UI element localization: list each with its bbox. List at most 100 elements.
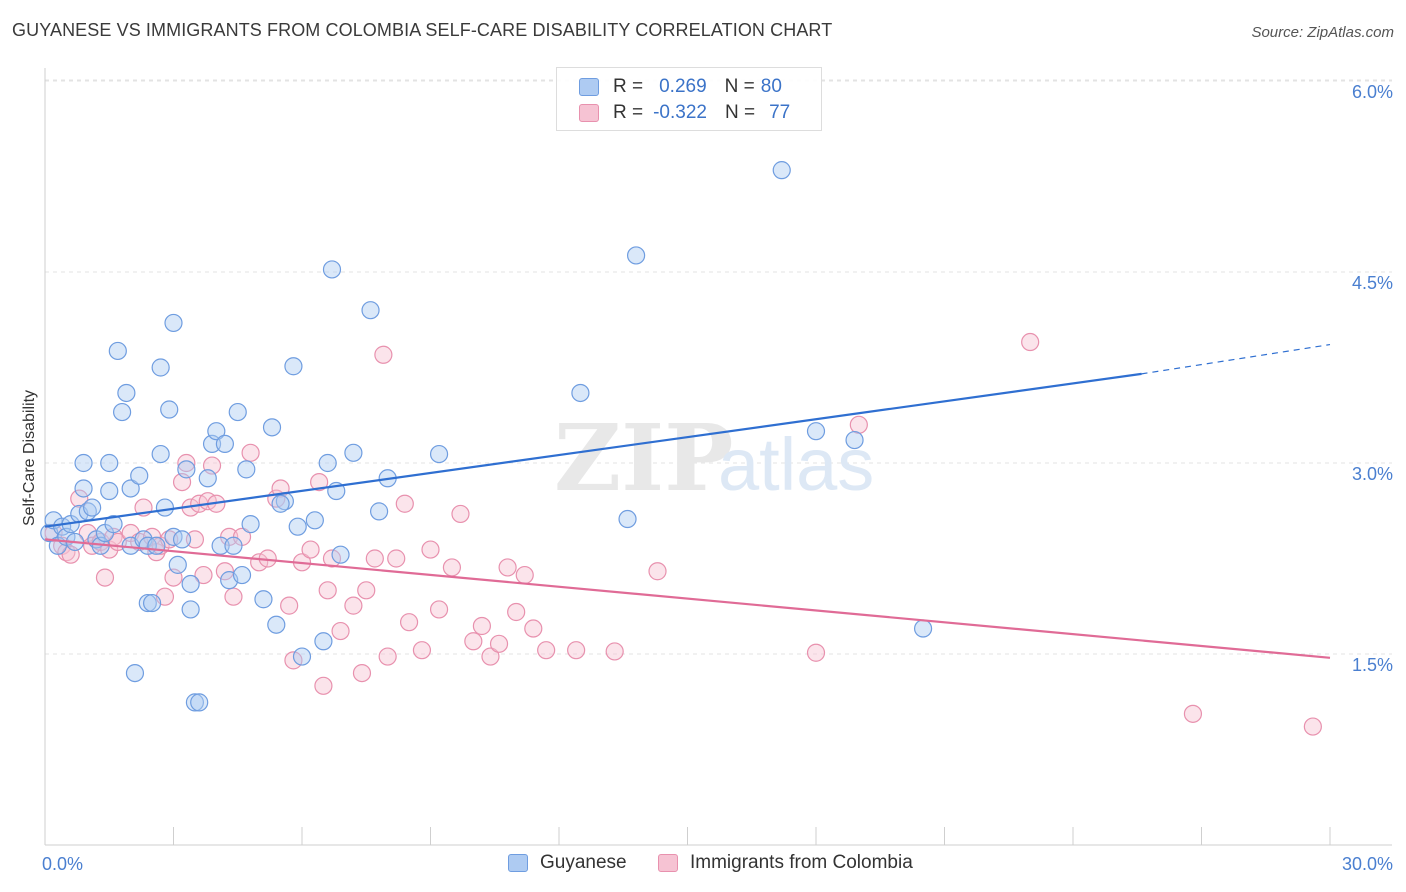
colombia-point bbox=[507, 602, 526, 622]
legend-row-guyanese: R = 0.269 N = 80 bbox=[579, 75, 782, 99]
guyanese-point bbox=[370, 502, 389, 521]
colombia-point bbox=[498, 558, 517, 577]
colombia-point bbox=[412, 641, 432, 660]
guyanese-point bbox=[224, 536, 243, 555]
guyanese-point bbox=[254, 590, 273, 609]
guyanese-point bbox=[237, 460, 256, 479]
guyanese-point bbox=[100, 481, 119, 501]
colombia-point bbox=[1303, 717, 1322, 736]
watermark-zip: ZIP bbox=[554, 404, 733, 512]
colombia-point bbox=[567, 641, 586, 660]
guyanese-point bbox=[211, 536, 230, 555]
guyanese-point bbox=[207, 422, 226, 441]
guyanese-point bbox=[74, 479, 93, 498]
colombia-point bbox=[357, 581, 376, 600]
chart-title: GUYANESE VS IMMIGRANTS FROM COLOMBIA SEL… bbox=[12, 20, 833, 40]
guyanese-point bbox=[185, 693, 205, 712]
colombia-point bbox=[421, 540, 440, 559]
bottom-legend-colombia: Immigrants from Colombia bbox=[658, 852, 913, 874]
guyanese-point bbox=[104, 515, 123, 534]
colombia-point bbox=[224, 587, 243, 606]
guyanese-point bbox=[772, 161, 791, 180]
guyanese-point bbox=[83, 498, 102, 517]
guyanese-point bbox=[262, 418, 282, 437]
guyanese-point bbox=[241, 515, 260, 534]
colombia-point bbox=[365, 549, 384, 568]
guyanese-point bbox=[322, 260, 342, 279]
colombia-point bbox=[378, 647, 397, 666]
y-axis-label: Self-Care Disability bbox=[21, 390, 38, 526]
guyanese-point bbox=[215, 434, 234, 453]
colombia-point bbox=[648, 562, 667, 581]
guyanese-point bbox=[271, 494, 290, 513]
stats-legend: R = 0.269 N = 80 R = -0.322 N = 77 bbox=[556, 67, 822, 131]
colombia-point bbox=[442, 558, 462, 577]
colombia-point bbox=[429, 600, 449, 619]
guyanese-point bbox=[100, 453, 119, 473]
guyanese-point bbox=[228, 402, 247, 422]
guyanese-point bbox=[331, 545, 350, 564]
guyanese-point bbox=[151, 444, 170, 464]
guyanese-point bbox=[121, 479, 140, 498]
guyanese-point bbox=[618, 509, 637, 529]
guyanese-point bbox=[318, 453, 337, 473]
colombia-point bbox=[1183, 704, 1203, 723]
colombia-point bbox=[489, 634, 509, 653]
colombia-point bbox=[524, 619, 543, 638]
guyanese-point bbox=[168, 555, 187, 574]
axes bbox=[44, 68, 1392, 846]
colombia-point bbox=[451, 504, 470, 524]
legend-r-value: 0.269 bbox=[659, 76, 707, 97]
guyanese-point bbox=[305, 511, 324, 530]
tick-labels: 1.5% 3.0% 4.5% 6.0% 0.0% 30.0% bbox=[42, 82, 1393, 874]
guyanese-point bbox=[292, 647, 312, 666]
guyanese-point bbox=[267, 615, 286, 634]
bottom-legend-label: Guyanese bbox=[540, 852, 627, 873]
guyanese-trend-extension bbox=[1141, 343, 1331, 375]
colombia-point bbox=[605, 642, 624, 661]
guyanese-point bbox=[429, 444, 449, 464]
guyanese-point bbox=[164, 313, 183, 333]
watermark-atlas: atlas bbox=[718, 423, 874, 506]
guyanese-point bbox=[845, 430, 864, 450]
guyanese-point bbox=[626, 246, 646, 265]
guyanese-point bbox=[232, 565, 252, 585]
colombia-point bbox=[1021, 332, 1040, 352]
guyanese-point bbox=[125, 663, 145, 683]
colombia-point bbox=[344, 596, 363, 615]
legend-n-label: N = bbox=[724, 102, 756, 123]
guyanese-point bbox=[314, 632, 333, 651]
legend-r-value: -0.322 bbox=[653, 102, 707, 123]
colombia-point bbox=[352, 663, 372, 683]
guyanese-point bbox=[181, 600, 200, 619]
guyanese-point bbox=[913, 619, 933, 638]
watermark: ZIP atlas bbox=[554, 404, 874, 512]
guyanese-point bbox=[344, 443, 363, 462]
guyanese-point bbox=[74, 453, 93, 473]
colombia-point bbox=[318, 581, 337, 600]
colombia-point bbox=[310, 473, 329, 492]
y-tick-label: 3.0% bbox=[1352, 464, 1393, 484]
colombia-point bbox=[849, 415, 868, 434]
guyanese-point bbox=[155, 498, 175, 517]
colombia-point bbox=[284, 651, 303, 670]
colombia-point bbox=[806, 643, 826, 662]
guyanese-trend-line bbox=[44, 372, 1142, 528]
guyanese-point bbox=[361, 301, 380, 320]
colombia-point bbox=[314, 676, 333, 695]
colombia-point bbox=[194, 565, 213, 585]
guyanese-point bbox=[571, 383, 590, 403]
colombia-point bbox=[177, 453, 196, 473]
colombia-point bbox=[215, 562, 234, 581]
legend-swatch-pink bbox=[579, 104, 599, 122]
guyanese-point bbox=[177, 460, 196, 479]
colombia-points bbox=[44, 332, 1322, 736]
colombia-point bbox=[322, 549, 342, 568]
source-note: Source: ZipAtlas.com bbox=[1251, 24, 1394, 41]
colombia-point bbox=[387, 549, 406, 568]
guyanese-point bbox=[190, 693, 209, 712]
legend-swatch-blue bbox=[579, 78, 599, 96]
bottom-legend-swatch-pink bbox=[658, 854, 678, 872]
colombia-point bbox=[241, 443, 260, 462]
